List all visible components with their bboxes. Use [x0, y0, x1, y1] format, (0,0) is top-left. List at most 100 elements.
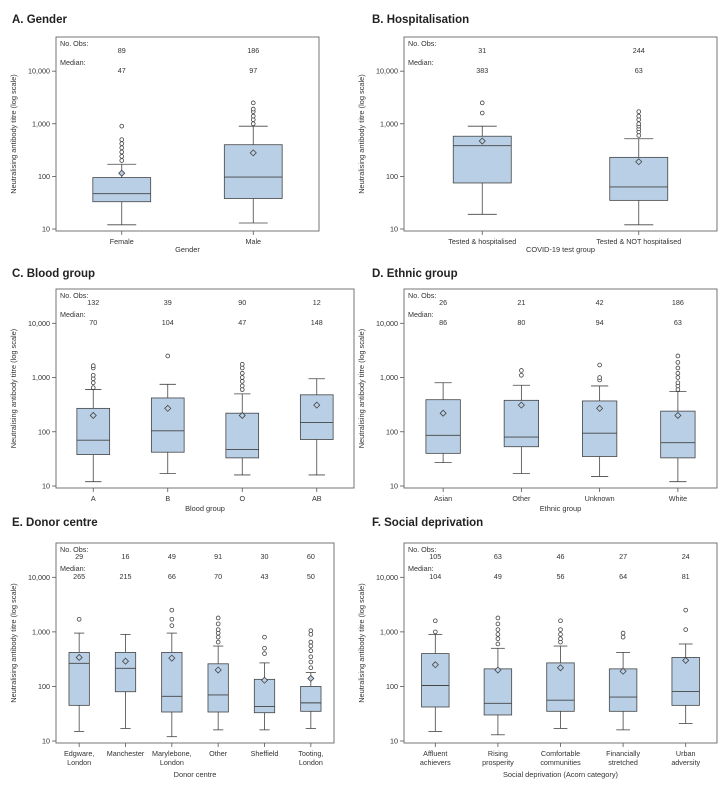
y-tick-label: 100: [38, 172, 50, 181]
outlier-point: [119, 123, 125, 129]
outlier-point: [519, 368, 524, 373]
chart-panel-5: E. Donor centre Neutralising antibody tit…: [9, 517, 335, 779]
median-value-label: 56: [557, 572, 565, 581]
outlier-point: [308, 632, 314, 637]
box-group-2: 21 80 Other: [503, 298, 539, 503]
y-tick-label: 10,000: [376, 573, 398, 582]
chart-panel-3: C. Blood group Neutralising antibody titr…: [9, 268, 355, 513]
iqr-box: [299, 394, 334, 440]
median-value-label: 47: [238, 318, 246, 327]
median-header-label: Median:: [408, 310, 434, 319]
outlier-point: [308, 628, 314, 634]
obs-count: 26: [439, 298, 447, 307]
mean-marker: [556, 664, 565, 672]
outlier-point: [262, 651, 267, 656]
iqr-box: [68, 652, 90, 706]
x-tick-label-line: stretched: [608, 758, 638, 767]
chart-title: E. Donor centre: [12, 517, 98, 529]
outlier-point: [239, 383, 245, 389]
x-tick-label-line: Affluent: [423, 749, 447, 758]
obs-header-label: No. Obs:: [408, 39, 436, 48]
chart-title: C. Blood group: [12, 268, 95, 280]
x-tick-label: Asian: [434, 494, 452, 503]
y-tick-label: 10,000: [28, 319, 50, 328]
median-value-label: 43: [261, 572, 269, 581]
obs-count: 21: [517, 298, 525, 307]
median-value-label: 148: [311, 318, 323, 327]
median-header-label: Median:: [408, 564, 434, 573]
x-tick-label-line: adversity: [671, 758, 700, 767]
x-tick-label-line: Marylebone,: [152, 749, 192, 758]
obs-count: 132: [87, 298, 99, 307]
obs-count: 24: [682, 552, 690, 561]
x-tick-label-line: Urban: [676, 749, 696, 758]
plot-frame: [403, 288, 718, 489]
mean-marker: [313, 401, 321, 409]
outlier-point: [90, 380, 96, 386]
x-axis-label: Social deprivation (Acorn category): [503, 770, 618, 779]
iqr-box: [92, 177, 152, 203]
outlier-point: [620, 634, 626, 640]
y-tick-label: 10: [390, 225, 398, 234]
obs-count: 16: [122, 552, 130, 561]
median-header-label: Median:: [408, 58, 434, 67]
mean-marker: [478, 137, 486, 145]
obs-count: 60: [307, 552, 315, 561]
iqr-box: [114, 652, 137, 693]
y-axis-label: Neutralising antibody titre (log scale): [357, 74, 366, 194]
obs-count: 30: [261, 552, 269, 561]
obs-count: 90: [238, 298, 246, 307]
y-tick-label: 100: [386, 682, 398, 691]
box-group-2: 186 97 Male: [223, 46, 283, 246]
median-value-label: 383: [476, 66, 488, 75]
outlier-point: [90, 372, 96, 378]
outlier-point: [239, 370, 245, 376]
box-group-1: 29 265 Edgware,London: [64, 552, 94, 767]
box-group-2: 16 215 Manchester: [107, 552, 145, 758]
iqr-box: [608, 668, 638, 712]
outlier-point: [495, 632, 501, 637]
iqr-box: [300, 686, 322, 712]
x-tick-label-line: London: [160, 758, 184, 767]
mean-marker: [431, 661, 439, 669]
obs-count: 27: [619, 552, 627, 561]
outlier-point: [215, 621, 221, 627]
y-tick-label: 10,000: [376, 319, 398, 328]
outlier-point: [558, 627, 563, 632]
outlier-point: [76, 617, 82, 622]
x-axis-label: Ethnic group: [540, 504, 582, 513]
outlier-point: [262, 646, 267, 651]
outlier-point: [558, 636, 563, 641]
x-tick-label-line: achievers: [420, 758, 451, 767]
plot-frame: [403, 36, 718, 232]
x-tick-label: A: [91, 494, 96, 503]
outlier-point: [495, 621, 501, 627]
y-tick-label: 10: [390, 737, 398, 746]
x-tick-label: Male: [245, 237, 261, 246]
outlier-point: [262, 634, 267, 640]
obs-count: 29: [75, 552, 83, 561]
iqr-box: [253, 678, 276, 714]
y-axis-label: Neutralising antibody titre (log scale): [357, 329, 366, 449]
median-value-label: 80: [517, 318, 525, 327]
outlier-point: [597, 375, 602, 380]
outlier-point: [119, 137, 125, 142]
obs-count: 186: [247, 46, 259, 55]
outlier-point: [519, 372, 524, 378]
chart-title: A. Gender: [12, 14, 67, 26]
outlier-point: [215, 627, 221, 632]
outlier-point: [620, 630, 626, 636]
outlier-point: [636, 109, 642, 114]
box-group-6: 60 50 Tooting,London: [298, 552, 323, 767]
outlier-point: [432, 618, 438, 624]
median-value-label: 63: [674, 318, 682, 327]
mean-marker: [682, 656, 690, 664]
obs-count: 31: [478, 46, 486, 55]
median-value-label: 47: [118, 66, 126, 75]
outlier-point: [239, 379, 245, 384]
iqr-box: [161, 652, 183, 713]
outlier-point: [239, 365, 245, 371]
obs-header-label: No. Obs:: [408, 545, 436, 554]
